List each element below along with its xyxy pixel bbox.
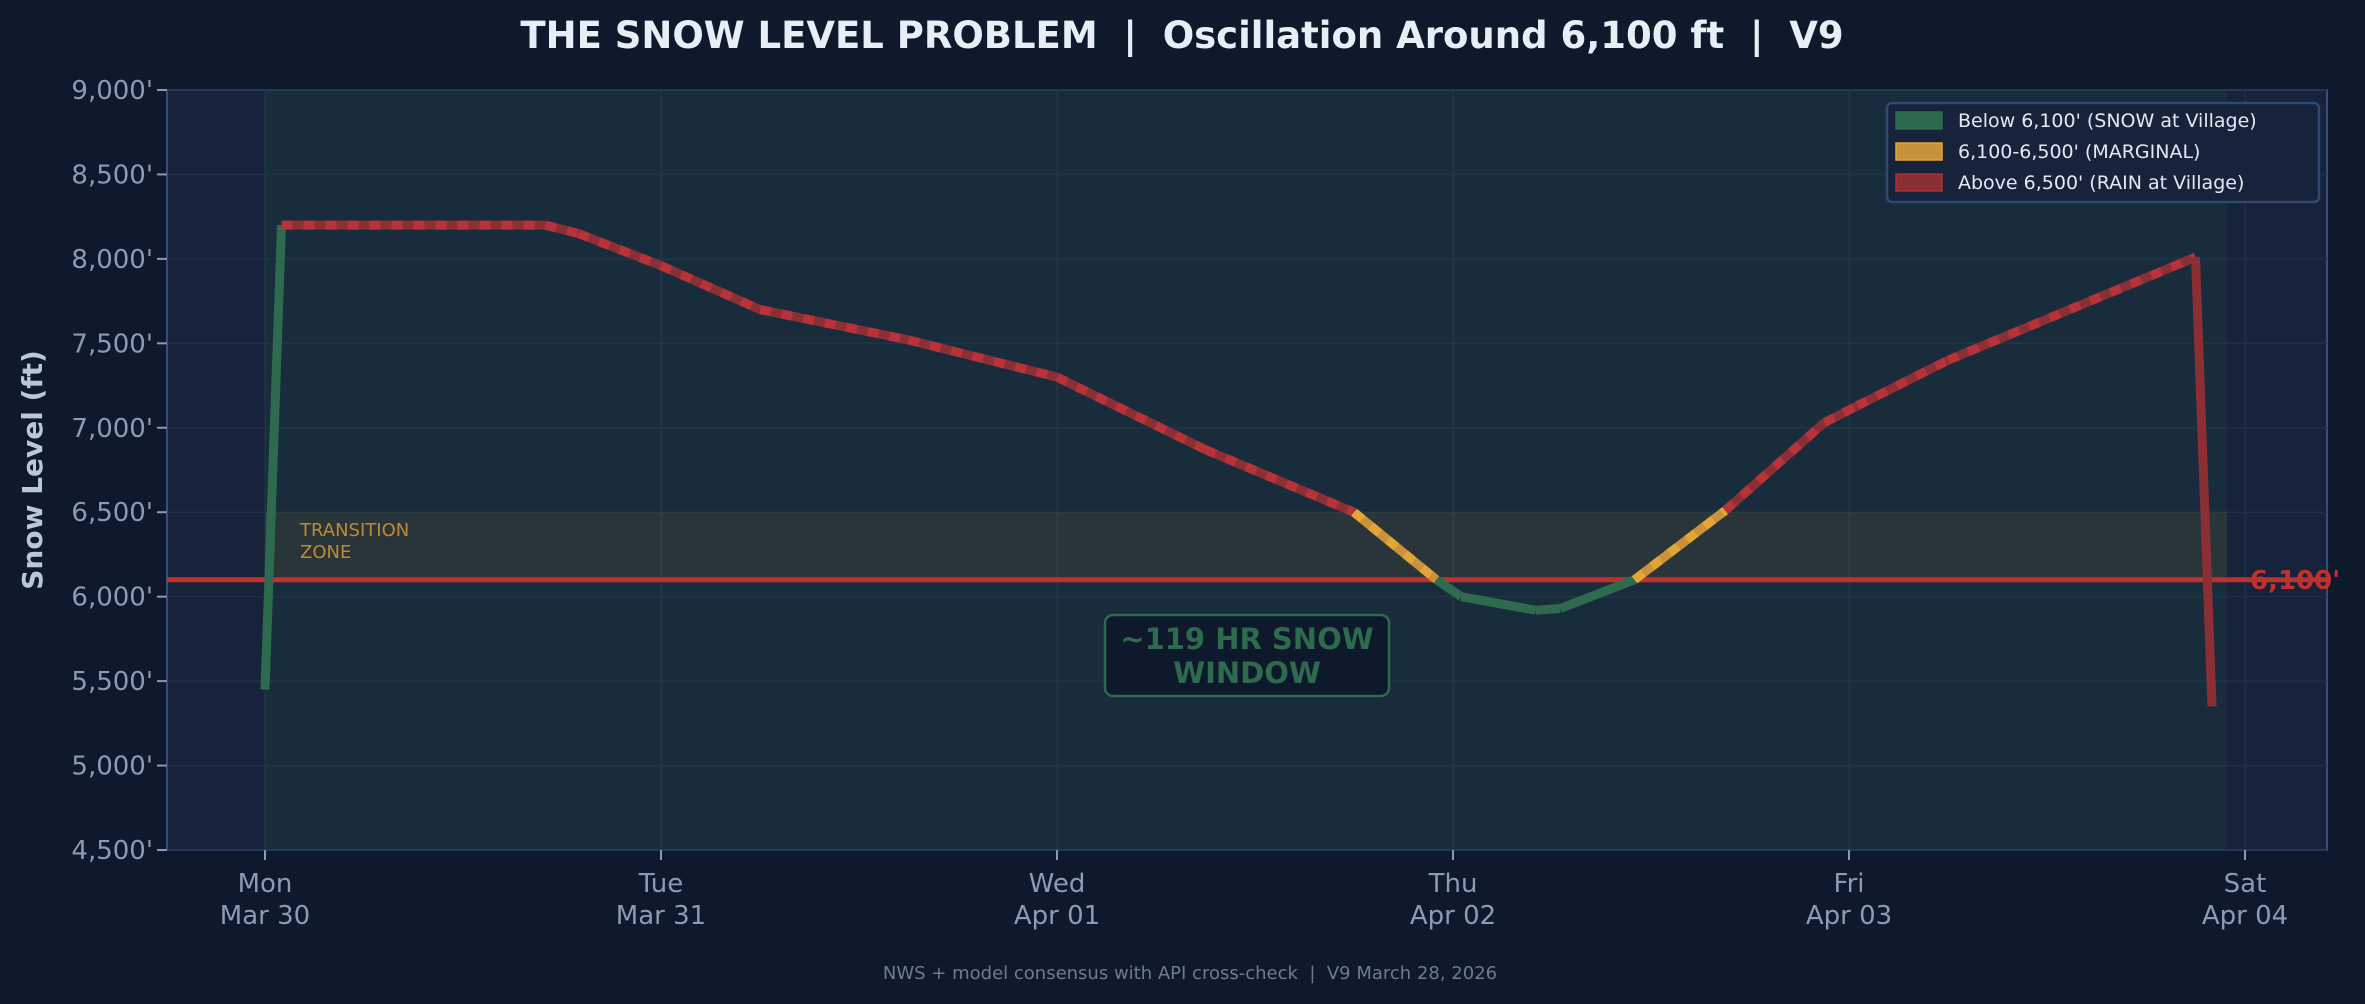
y-tick-label: 5,000' (71, 752, 153, 782)
x-tick-date: Mar 31 (616, 901, 706, 931)
x-tick-date: Apr 02 (1410, 901, 1496, 931)
y-tick-label: 7,500' (71, 329, 153, 359)
legend-label-snow: Below 6,100' (SNOW at Village) (1958, 110, 2257, 132)
series-segment-snow (1433, 576, 1464, 601)
transition-zone-label: TRANSITION (299, 520, 409, 541)
x-tick-day: Thu (1428, 869, 1478, 899)
series-segment-dash-rain (544, 220, 580, 238)
threshold-label: 6,100' (2250, 566, 2340, 596)
x-tick-day: Mon (238, 869, 293, 899)
annotation-box: ~119 HR SNOW WINDOW (1103, 613, 1391, 698)
transition-zone-label: ZONE (300, 542, 351, 563)
y-tick-label: 8,500' (71, 160, 153, 190)
y-tick-label: 6,500' (71, 498, 153, 528)
series-segment-dash-rain (1822, 401, 1860, 427)
series-segment-dash-rain (1946, 253, 2198, 365)
y-tick-label: 7,000' (71, 414, 153, 444)
series-segment-dash-marginal (1631, 506, 1728, 584)
gridlines (167, 89, 2327, 851)
x-tick-day: Wed (1029, 869, 1086, 899)
y-tick-label: 5,500' (71, 667, 153, 697)
series-segment-snow (1535, 603, 1561, 615)
x-tick-day: Sat (2224, 869, 2267, 899)
x-tick-date: Apr 01 (1014, 901, 1100, 931)
series-segment-snow (260, 224, 286, 690)
legend-swatch-snow (1895, 111, 1943, 130)
y-tick-label: 8,000' (71, 245, 153, 275)
annotation-line2: WINDOW (1173, 656, 1321, 690)
y-tick-label: 6,000' (71, 583, 153, 613)
legend-swatch-rain (1895, 173, 1943, 192)
series-segment-dash-rain (1203, 445, 1356, 517)
transition-zone-band (265, 512, 2227, 580)
annotation-line1: ~119 HR SNOW (1120, 622, 1373, 656)
series-segment-snow (1558, 575, 1637, 613)
series-segment-dash-rain (659, 261, 762, 314)
legend-swatch-marginal (1895, 142, 1943, 161)
legend-label-rain: Above 6,500' (RAIN at Village) (1958, 172, 2244, 194)
footer-note: NWS + model consensus with API cross-che… (883, 963, 1497, 984)
x-tick-date: Apr 04 (2202, 901, 2288, 931)
series-segment-dash-rain (1722, 419, 1828, 514)
y-tick-label: 9,000' (71, 76, 153, 106)
series-segment-dash-rain (1855, 356, 1951, 410)
legend-label-marginal: 6,100-6,500' (MARGINAL) (1958, 141, 2200, 163)
chart-title: THE SNOW LEVEL PROBLEM | Oscillation Aro… (520, 14, 1843, 57)
series-segment-snow (1460, 592, 1537, 615)
x-tick-date: Mar 30 (220, 901, 310, 931)
snow-level-series (260, 220, 2217, 707)
series-segment-dash-rain (1055, 373, 1208, 454)
series-segment-dash-rain (759, 305, 910, 345)
x-tick-date: Apr 03 (1806, 901, 1892, 931)
series-segment-dash-rain (576, 229, 663, 270)
y-axis-label: Snow Level (ft) (16, 350, 49, 590)
x-tick-day: Fri (1834, 869, 1865, 899)
x-tick-day: Tue (638, 869, 683, 899)
series-segment-dash-marginal (1351, 508, 1440, 584)
y-tick-label: 4,500' (71, 836, 153, 866)
threshold-line: 6,100' (167, 566, 2340, 596)
series-segment-rain (2191, 257, 2217, 707)
legend: Below 6,100' (SNOW at Village) 6,100-6,50… (1885, 101, 2321, 204)
axes: 4,500' 5,000' 5,500' 6,000' 6,500' 7,000' 7,50… (71, 76, 2288, 931)
series-segment-dash-rain (907, 335, 1059, 382)
